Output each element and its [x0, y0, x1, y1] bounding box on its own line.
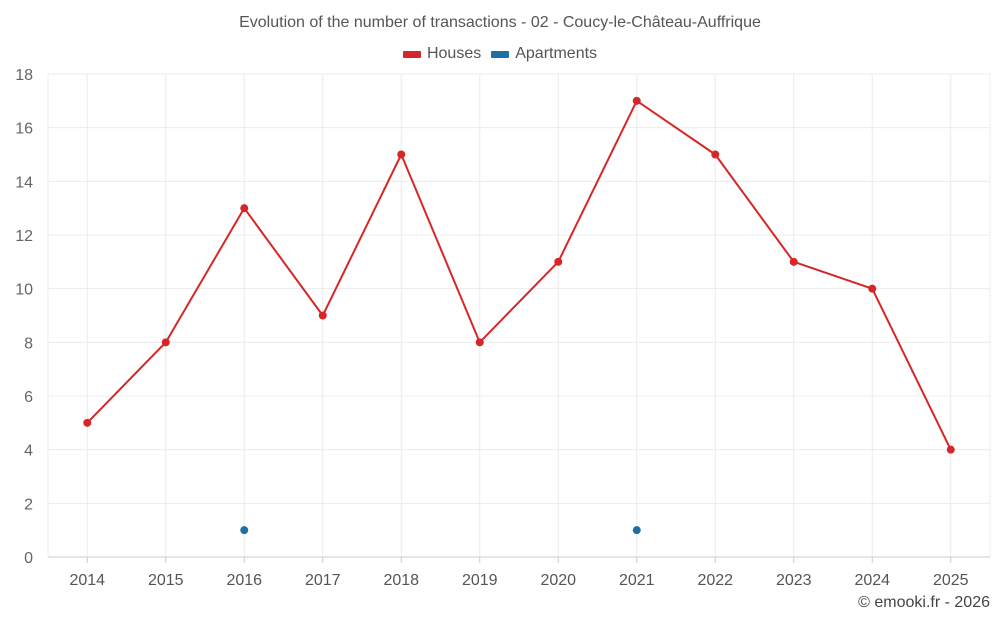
data-point-houses[interactable]: [240, 204, 249, 213]
y-tick-label: 14: [15, 174, 33, 191]
data-point-houses[interactable]: [868, 284, 877, 293]
x-tick-label: 2025: [933, 572, 969, 589]
legend: Houses Apartments: [0, 45, 1000, 63]
legend-label-apartments: Apartments: [515, 45, 598, 62]
y-tick-label: 4: [24, 443, 33, 460]
legend-item-apartments[interactable]: Apartments: [491, 45, 597, 63]
data-point-houses[interactable]: [711, 150, 720, 159]
data-point-houses[interactable]: [318, 311, 327, 320]
data-point-apartments[interactable]: [632, 526, 641, 535]
x-tick-label: 2019: [462, 572, 498, 589]
chart-title: Evolution of the number of transactions …: [239, 14, 761, 31]
legend-item-houses[interactable]: Houses: [402, 45, 482, 63]
legend-swatch-apartments: [491, 50, 510, 58]
series-line-houses: [86, 99, 952, 451]
x-tick-label: 2020: [540, 572, 576, 589]
series-layer: [83, 96, 955, 535]
legend-swatch-houses: [402, 50, 421, 58]
y-tick-label: 6: [24, 389, 33, 406]
x-tick-label: 2017: [305, 572, 341, 589]
data-point-houses[interactable]: [632, 96, 641, 105]
y-tick-label: 10: [15, 282, 33, 299]
legend-label-houses: Houses: [426, 45, 482, 62]
data-point-houses[interactable]: [397, 150, 406, 159]
x-tick-label: 2023: [776, 572, 812, 589]
data-point-houses[interactable]: [946, 445, 955, 454]
credit-text: © emooki.fr - 2026: [858, 594, 990, 611]
grid: [48, 73, 990, 558]
axes: 0 2 4 6 8 10 12 14 16 18 2014 2015 2016 2017 2018 2019 2…: [15, 67, 991, 589]
y-tick-label: 16: [15, 121, 33, 138]
x-tick-label: 2018: [383, 572, 419, 589]
data-point-houses[interactable]: [83, 418, 92, 427]
y-tick-label: 0: [24, 550, 33, 567]
data-point-houses[interactable]: [789, 257, 798, 266]
x-tick-label: 2015: [148, 572, 184, 589]
data-point-houses[interactable]: [161, 338, 170, 347]
data-point-houses[interactable]: [554, 257, 563, 266]
x-tick-label: 2022: [697, 572, 733, 589]
x-tick-label: 2016: [226, 572, 262, 589]
x-tick-label: 2024: [854, 572, 890, 589]
data-point-apartments[interactable]: [240, 526, 249, 535]
y-tick-label: 2: [24, 496, 33, 513]
y-tick-label: 8: [24, 335, 33, 352]
x-tick-label: 2021: [619, 572, 655, 589]
x-tick-label: 2014: [69, 572, 105, 589]
y-tick-label: 12: [15, 228, 33, 245]
y-tick-label: 18: [15, 67, 33, 84]
data-point-houses[interactable]: [475, 338, 484, 347]
